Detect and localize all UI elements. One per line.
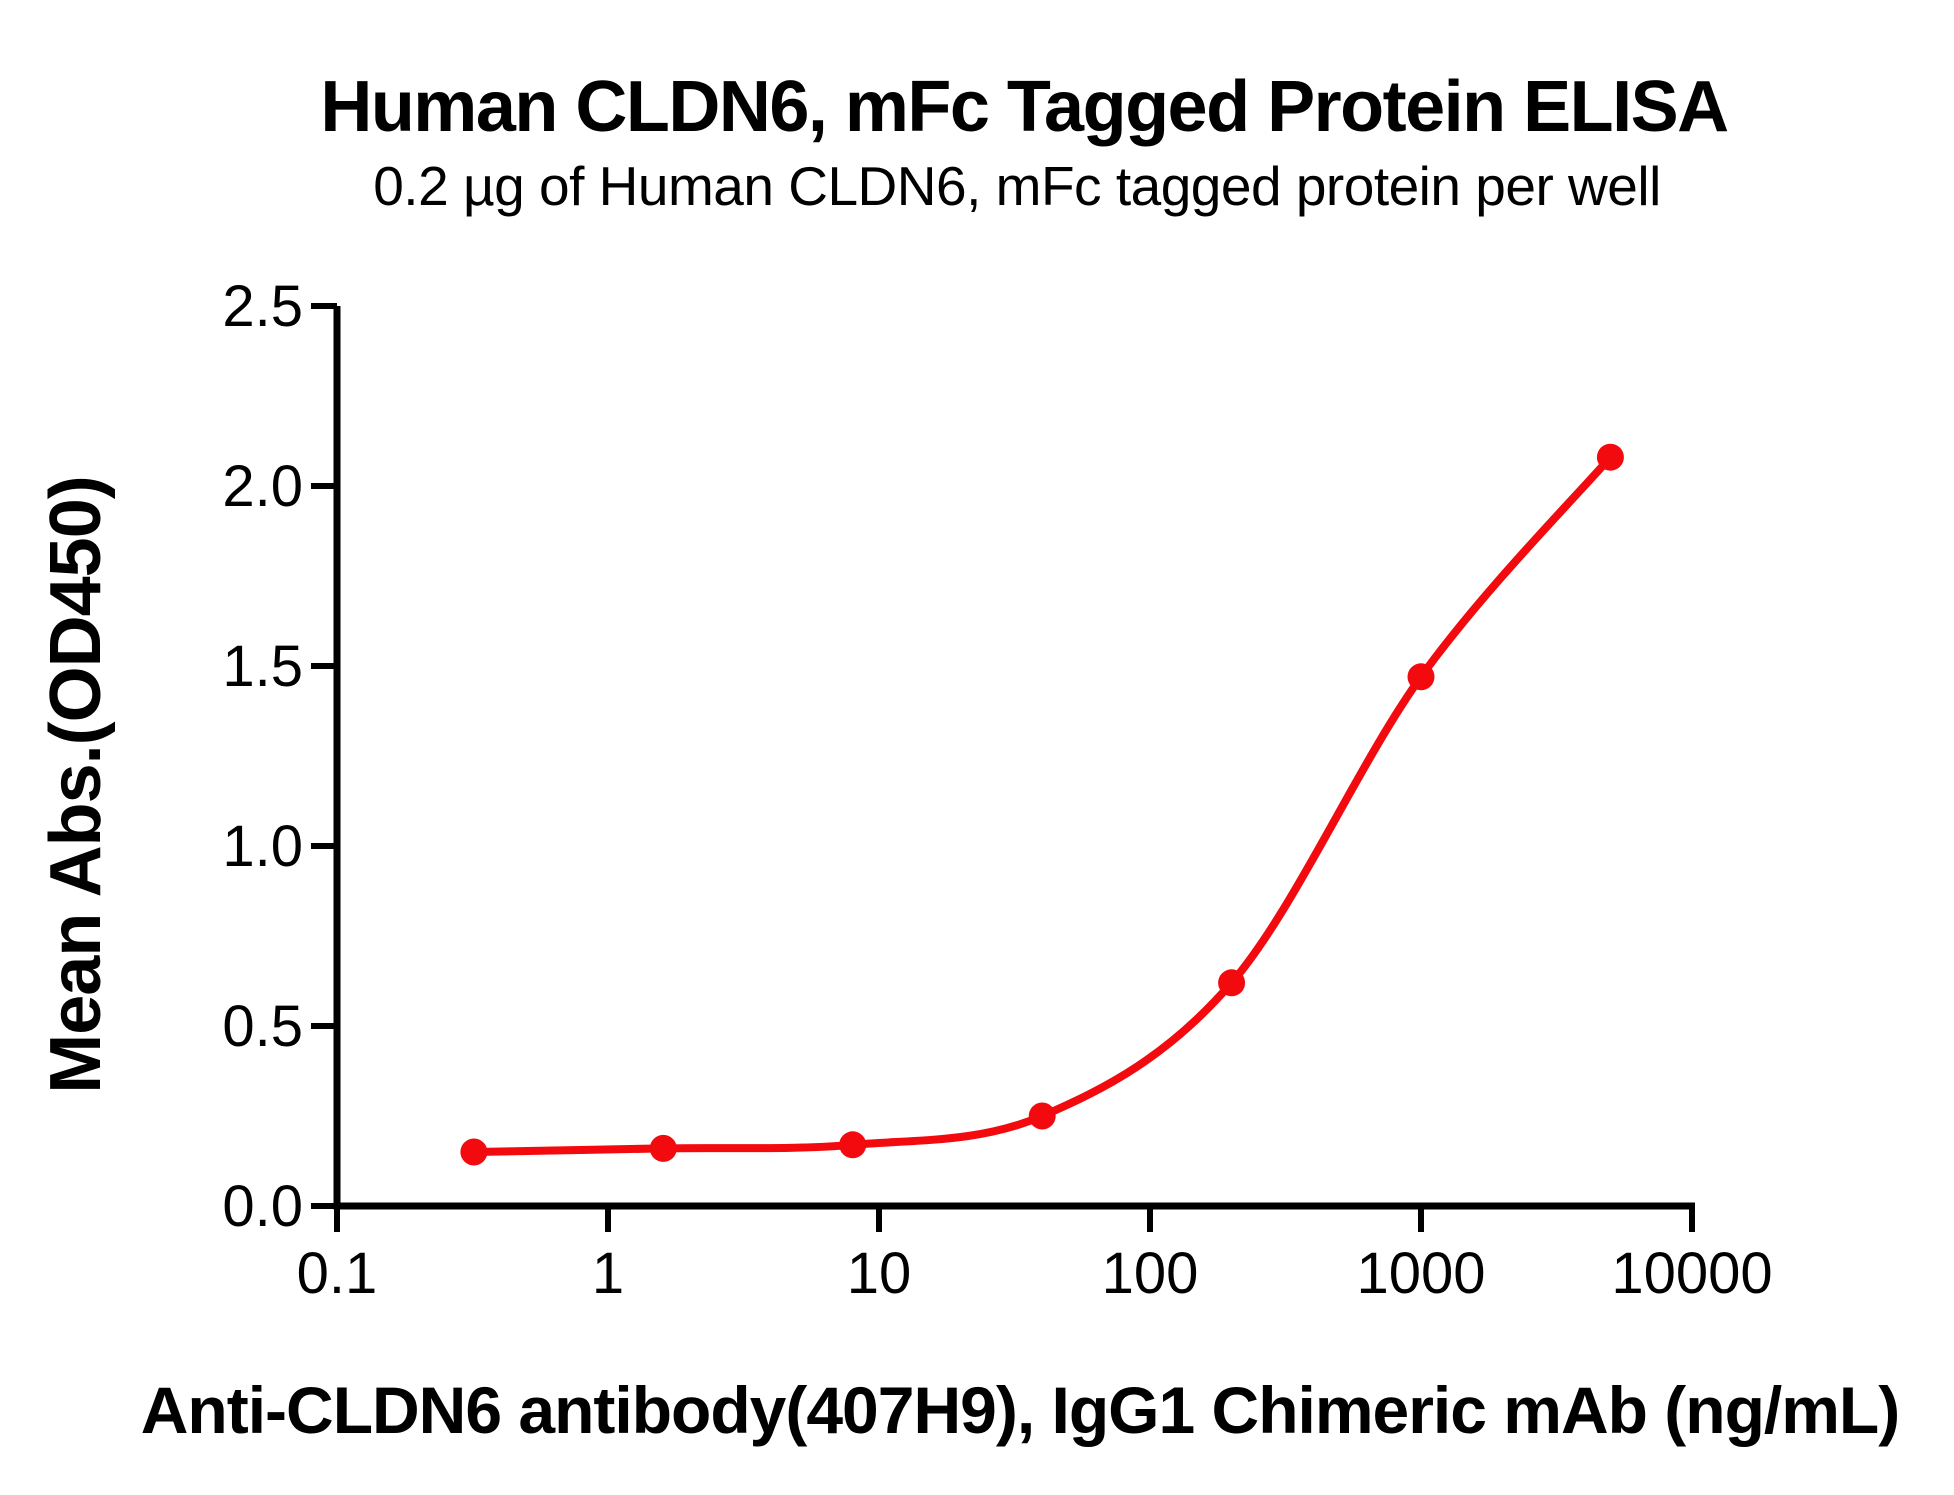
y-tick-label: 0.5 xyxy=(222,994,303,1059)
x-tick-label: 1000 xyxy=(1356,1241,1485,1306)
fit-curve xyxy=(469,453,1615,1156)
y-tick-label: 1.5 xyxy=(222,634,303,699)
y-tick-label: 0.0 xyxy=(222,1174,303,1239)
x-tick-label: 10000 xyxy=(1611,1241,1772,1306)
y-tick-label: 2.0 xyxy=(222,454,303,519)
x-tick-label: 10 xyxy=(847,1241,912,1306)
data-point xyxy=(1407,663,1435,691)
y-axis-label: Mean Abs.(OD450) xyxy=(36,476,116,1093)
axis-lines xyxy=(333,306,1695,1210)
data-point xyxy=(1218,969,1246,997)
x-tick-label: 1 xyxy=(592,1241,624,1306)
data-point xyxy=(839,1131,867,1159)
data-point xyxy=(1028,1102,1056,1130)
data-point xyxy=(649,1134,677,1162)
y-tick-label: 1.0 xyxy=(222,814,303,879)
chart-title: Human CLDN6, mFc Tagged Protein ELISA xyxy=(320,67,1728,147)
x-axis-ticks: 0.1 1 10 100 1000 10000 xyxy=(297,1206,1773,1306)
x-axis-label: Anti-CLDN6 antibody(407H9), IgG1 Chimeri… xyxy=(141,1373,1899,1447)
data-point xyxy=(1596,443,1624,471)
axes-frame xyxy=(333,306,1695,1210)
data-point xyxy=(460,1138,488,1166)
y-axis-ticks: 0.0 0.5 1.0 1.5 2.0 2.5 xyxy=(222,274,337,1239)
x-tick-label: 100 xyxy=(1102,1241,1199,1306)
chart-subtitle: 0.2 µg of Human CLDN6, mFc tagged protei… xyxy=(373,155,1661,217)
y-tick-label: 2.5 xyxy=(222,274,303,339)
data-series xyxy=(460,443,1624,1166)
x-tick-label: 0.1 xyxy=(297,1241,378,1306)
